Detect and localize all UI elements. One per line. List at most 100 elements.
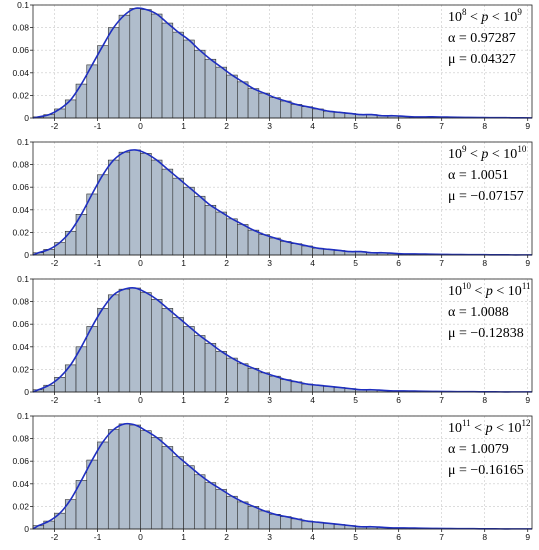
histogram-bar xyxy=(247,506,260,530)
x-tick-label: -2 xyxy=(51,395,59,405)
x-tick-label: 2 xyxy=(224,258,229,268)
histogram-bar xyxy=(226,495,238,530)
histogram-bar xyxy=(290,243,303,256)
x-tick-label: -2 xyxy=(51,532,59,542)
histogram-bar xyxy=(86,193,98,256)
x-tick-label: 9 xyxy=(525,258,530,268)
histogram-bar xyxy=(97,441,109,530)
plot-frame xyxy=(32,4,533,119)
x-tick-label: 4 xyxy=(310,532,315,542)
histogram-panel-4: -2 -1 0 1 2 3 4 5 6 7 8 9 0 0.02 0.04 0.06 0.08 0.1 1011 <… xyxy=(0,411,539,548)
x-tick-label: 8 xyxy=(482,395,487,405)
histogram-chart-4: -2 -1 0 1 2 3 4 5 6 7 8 9 0 0.02 0.04 0.06 0.08 0.1 1011 <… xyxy=(12,411,533,542)
histogram-bar xyxy=(172,317,184,393)
histogram-bar xyxy=(237,363,249,393)
histogram-bar xyxy=(140,152,152,256)
histogram-bar xyxy=(215,66,227,119)
y-tick-label: 0.06 xyxy=(12,456,29,466)
histogram-bar xyxy=(280,516,292,530)
histogram-bar xyxy=(183,465,195,530)
histogram-bar xyxy=(129,424,141,530)
histogram-bar xyxy=(161,168,174,256)
y-tick-label: 0 xyxy=(24,113,29,123)
histogram-bar xyxy=(161,22,174,119)
histogram-bar xyxy=(258,510,270,530)
histogram-bar xyxy=(97,308,109,393)
range-annotation: 108 < p < 109 xyxy=(448,7,522,25)
x-tick-label: 3 xyxy=(267,121,272,131)
histogram-bar xyxy=(172,31,184,119)
x-tick-label: -2 xyxy=(51,258,59,268)
x-tick-label: 1 xyxy=(181,258,186,268)
histogram-bar xyxy=(215,489,227,530)
x-tick-label: 9 xyxy=(525,532,530,542)
histogram-bar xyxy=(280,100,292,119)
histogram-chart-1: -2 -1 0 1 2 3 4 5 6 7 8 9 0 0.02 0.04 0.06 0.08 0.1 108 < … xyxy=(12,0,533,131)
x-tick-label: 7 xyxy=(439,258,444,268)
alpha-annotation: α = 1.0051 xyxy=(448,168,509,183)
histogram-bar xyxy=(269,375,281,393)
histogram-bar xyxy=(194,49,206,119)
histogram-bar xyxy=(258,92,270,119)
histogram-bar xyxy=(204,58,217,119)
histogram-bar xyxy=(269,97,281,119)
mu-annotation: μ = −0.16165 xyxy=(448,463,524,478)
x-tick-label: 9 xyxy=(525,395,530,405)
x-tick-label: 7 xyxy=(439,532,444,542)
histogram-bar xyxy=(215,211,227,256)
histogram-bar xyxy=(118,423,131,530)
histogram-bar xyxy=(226,357,238,393)
fitted-curve xyxy=(32,149,532,256)
x-tick-label: 3 xyxy=(267,532,272,542)
x-tick-label: 6 xyxy=(396,121,401,131)
y-tick-label: 0.08 xyxy=(12,297,29,307)
histogram-bar xyxy=(118,288,131,393)
range-annotation: 1010 < p < 1011 xyxy=(448,281,530,299)
y-tick-label: 0.08 xyxy=(12,434,29,444)
y-tick-label: 0.08 xyxy=(12,160,29,170)
histogram-bar xyxy=(301,106,313,119)
histogram-bar xyxy=(107,429,120,530)
histogram-bar xyxy=(107,159,120,256)
x-tick-label: -1 xyxy=(94,121,102,131)
y-tick-label: 0.04 xyxy=(12,205,29,215)
x-tick-label: -2 xyxy=(51,121,59,131)
histogram-bar xyxy=(150,13,163,119)
histogram-bar xyxy=(226,218,238,256)
histogram-bar xyxy=(194,195,206,256)
x-tick-label: 4 xyxy=(310,121,315,131)
fitted-curve xyxy=(32,7,533,119)
x-tick-label: 5 xyxy=(353,121,358,131)
histogram-bar xyxy=(247,229,260,256)
x-tick-label: 5 xyxy=(353,258,358,268)
x-tick-label: 7 xyxy=(439,395,444,405)
histogram-bar xyxy=(150,437,163,530)
y-tick-label: 0.02 xyxy=(12,227,29,237)
y-tick-label: 0.06 xyxy=(12,182,29,192)
mu-annotation: μ = −0.07157 xyxy=(448,189,524,204)
y-tick-label: 0 xyxy=(24,250,29,260)
histogram-bar xyxy=(161,308,174,393)
y-tick-label: 0.06 xyxy=(12,319,29,329)
histogram-bar xyxy=(54,108,66,119)
histogram-bar xyxy=(183,39,195,119)
x-tick-label: 9 xyxy=(525,121,530,131)
range-annotation: 1011 < p < 1012 xyxy=(448,418,530,436)
histogram-bar xyxy=(204,204,217,256)
histogram-bar xyxy=(86,326,98,393)
y-tick-label: 0.1 xyxy=(17,137,29,147)
x-tick-label: 8 xyxy=(482,258,487,268)
histogram-bar xyxy=(107,27,120,119)
y-tick-label: 0.1 xyxy=(17,274,29,284)
y-tick-label: 0.1 xyxy=(17,0,29,10)
histogram-bar xyxy=(258,372,270,393)
x-tick-label: 2 xyxy=(224,532,229,542)
histogram-bar xyxy=(140,292,152,393)
histogram-bar xyxy=(269,237,281,256)
x-tick-label: 8 xyxy=(482,532,487,542)
y-tick-label: 0.04 xyxy=(12,68,29,78)
y-tick-label: 0.06 xyxy=(12,45,29,55)
histogram-bar xyxy=(269,514,281,530)
y-tick-label: 0.1 xyxy=(17,411,29,421)
y-tick-label: 0.02 xyxy=(12,364,29,374)
